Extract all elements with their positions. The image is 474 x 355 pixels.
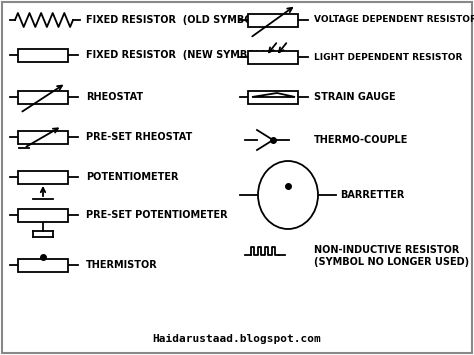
Text: FIXED RESISTOR  (OLD SYMBOL): FIXED RESISTOR (OLD SYMBOL) <box>86 15 263 25</box>
Text: THERMISTOR: THERMISTOR <box>86 260 158 270</box>
Text: Haidarustaad.blogspot.com: Haidarustaad.blogspot.com <box>153 334 321 344</box>
Ellipse shape <box>258 161 318 229</box>
Text: NON-INDUCTIVE RESISTOR: NON-INDUCTIVE RESISTOR <box>314 245 459 255</box>
Bar <box>18 258 68 272</box>
Text: (SYMBOL NO LONGER USED): (SYMBOL NO LONGER USED) <box>314 257 469 267</box>
Text: STRAIN GAUGE: STRAIN GAUGE <box>314 92 396 102</box>
Text: RHEOSTAT: RHEOSTAT <box>86 92 143 102</box>
Bar <box>18 208 68 222</box>
Text: VOLTAGE DEPENDENT RESISTOR: VOLTAGE DEPENDENT RESISTOR <box>314 16 474 24</box>
Bar <box>18 170 68 184</box>
Text: PRE-SET POTENTIOMETER: PRE-SET POTENTIOMETER <box>86 210 228 220</box>
Bar <box>248 13 298 27</box>
Bar <box>248 91 298 104</box>
Text: POTENTIOMETER: POTENTIOMETER <box>86 172 179 182</box>
Bar <box>18 131 68 143</box>
Bar <box>248 50 298 64</box>
Bar <box>18 49 68 61</box>
Text: FIXED RESISTOR  (NEW SYMBOL): FIXED RESISTOR (NEW SYMBOL) <box>86 50 266 60</box>
Text: PRE-SET RHEOSTAT: PRE-SET RHEOSTAT <box>86 132 192 142</box>
Text: THERMO-COUPLE: THERMO-COUPLE <box>314 135 409 145</box>
Bar <box>18 91 68 104</box>
Text: BARRETTER: BARRETTER <box>340 190 404 200</box>
Text: LIGHT DEPENDENT RESISTOR: LIGHT DEPENDENT RESISTOR <box>314 53 462 61</box>
